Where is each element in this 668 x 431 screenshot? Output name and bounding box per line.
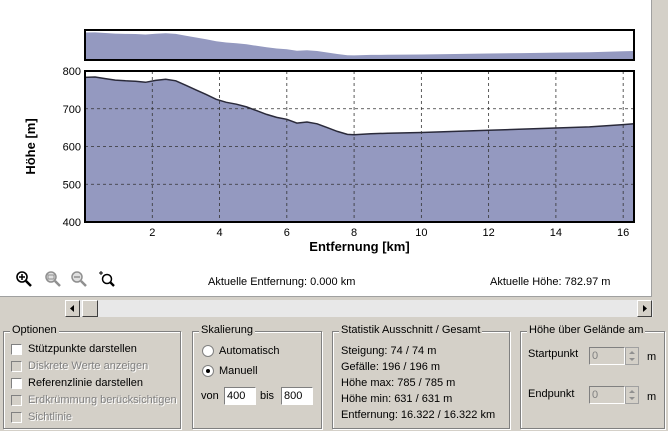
current-height-label: Aktuelle Höhe: 782.97 m	[490, 276, 611, 288]
radio-automatic[interactable]	[202, 345, 214, 357]
elevation-line	[84, 76, 635, 136]
label-start-point: Startpunkt	[528, 348, 579, 360]
label-discrete-values: Diskrete Werte anzeigen	[28, 360, 149, 372]
zoom-fit-icon[interactable]	[44, 270, 62, 288]
x-tick-label: 16	[617, 227, 629, 239]
statistics-title: Statistik Ausschnitt / Gesamt	[339, 324, 483, 336]
start-point-input[interactable]	[589, 347, 625, 365]
label-support-points: Stützpunkte darstellen	[28, 343, 137, 355]
x-tick-label: 14	[550, 227, 562, 239]
main-plot-frame	[84, 70, 635, 223]
y-tick-label: 700	[63, 104, 81, 116]
end-point-spinner[interactable]	[625, 386, 639, 404]
current-distance-label: Aktuelle Entfernung: 0.000 km	[208, 276, 356, 288]
label-from: von	[201, 390, 219, 402]
checkbox-reference-line[interactable]	[11, 378, 22, 389]
checkbox-line-of-sight[interactable]	[11, 412, 22, 423]
stat-distance: Entfernung: 16.322 / 16.322 km	[341, 409, 496, 421]
x-tick-label: 2	[149, 227, 155, 239]
x-tick-label: 4	[216, 227, 222, 239]
zoom-in-icon[interactable]	[15, 270, 33, 288]
horizontal-scrollbar[interactable]	[65, 300, 653, 317]
checkbox-support-points[interactable]	[11, 344, 22, 355]
x-tick-label: 12	[483, 227, 495, 239]
label-line-of-sight: Sichtlinie	[28, 411, 73, 423]
scroll-thumb[interactable]	[82, 300, 98, 317]
y-axis-title: Höhe [m]	[23, 118, 38, 174]
label-manual: Manuell	[219, 365, 258, 377]
zoom-out-icon[interactable]	[70, 270, 88, 288]
x-tick-label: 10	[415, 227, 427, 239]
end-point-input[interactable]	[589, 386, 625, 404]
scale-to-input[interactable]	[281, 387, 313, 405]
options-group: Optionen	[3, 324, 181, 429]
x-tick-label: 8	[351, 227, 357, 239]
zoom-select-icon[interactable]	[98, 270, 116, 288]
label-reference-line: Referenzlinie darstellen	[28, 377, 143, 389]
start-point-spinner[interactable]	[625, 347, 639, 365]
stat-ascent: Steigung: 74 / 74 m	[341, 345, 437, 357]
profile-chart-panel: 800 700 600 500 400 2 4 6 8 10 12 14 16 Entfernung [k…	[0, 0, 652, 297]
x-tick-label: 6	[284, 227, 290, 239]
label-end-point: Endpunkt	[528, 388, 575, 400]
overview-area	[85, 32, 634, 60]
elevation-profile-chart[interactable]: 800 700 600 500 400 2 4 6 8 10 12 14 16 Entfernung [k…	[0, 0, 651, 296]
terrain-height-group: Höhe über Gelände am	[520, 324, 665, 429]
end-unit: m	[647, 391, 657, 403]
checkbox-discrete-values[interactable]	[11, 361, 22, 372]
y-tick-label: 400	[63, 217, 81, 229]
spinner-arrows-icon	[629, 351, 635, 361]
spinner-arrows-icon	[629, 390, 635, 400]
y-tick-label: 500	[63, 179, 81, 191]
stat-height-min: Höhe min: 631 / 631 m	[341, 393, 453, 405]
stat-descent: Gefälle: 196 / 196 m	[341, 361, 441, 373]
scaling-title: Skalierung	[199, 324, 255, 336]
y-tick-label: 600	[63, 142, 81, 154]
stat-height-max: Höhe max: 785 / 785 m	[341, 377, 456, 389]
elevation-area	[85, 77, 634, 222]
x-axis-title: Entfernung [km]	[309, 239, 409, 254]
statistics-group: Statistik Ausschnitt / Gesamt	[332, 324, 510, 429]
scroll-left-button[interactable]	[65, 300, 80, 317]
start-unit: m	[647, 351, 657, 363]
arrow-right-icon	[643, 305, 647, 312]
label-to: bis	[260, 390, 275, 402]
terrain-height-title: Höhe über Gelände am	[527, 324, 646, 336]
radio-manual[interactable]	[202, 365, 214, 377]
scale-from-input[interactable]	[224, 387, 256, 405]
arrow-left-icon	[70, 305, 74, 312]
checkbox-earth-curvature[interactable]	[11, 395, 22, 406]
y-tick-label: 800	[63, 66, 81, 78]
label-automatic: Automatisch	[219, 345, 280, 357]
options-title: Optionen	[10, 324, 59, 336]
label-earth-curvature: Erdkrümmung berücksichtigen	[28, 394, 177, 406]
scroll-right-button[interactable]	[637, 300, 652, 317]
scaling-group: Skalierung	[192, 324, 322, 429]
overview-frame	[84, 29, 635, 61]
